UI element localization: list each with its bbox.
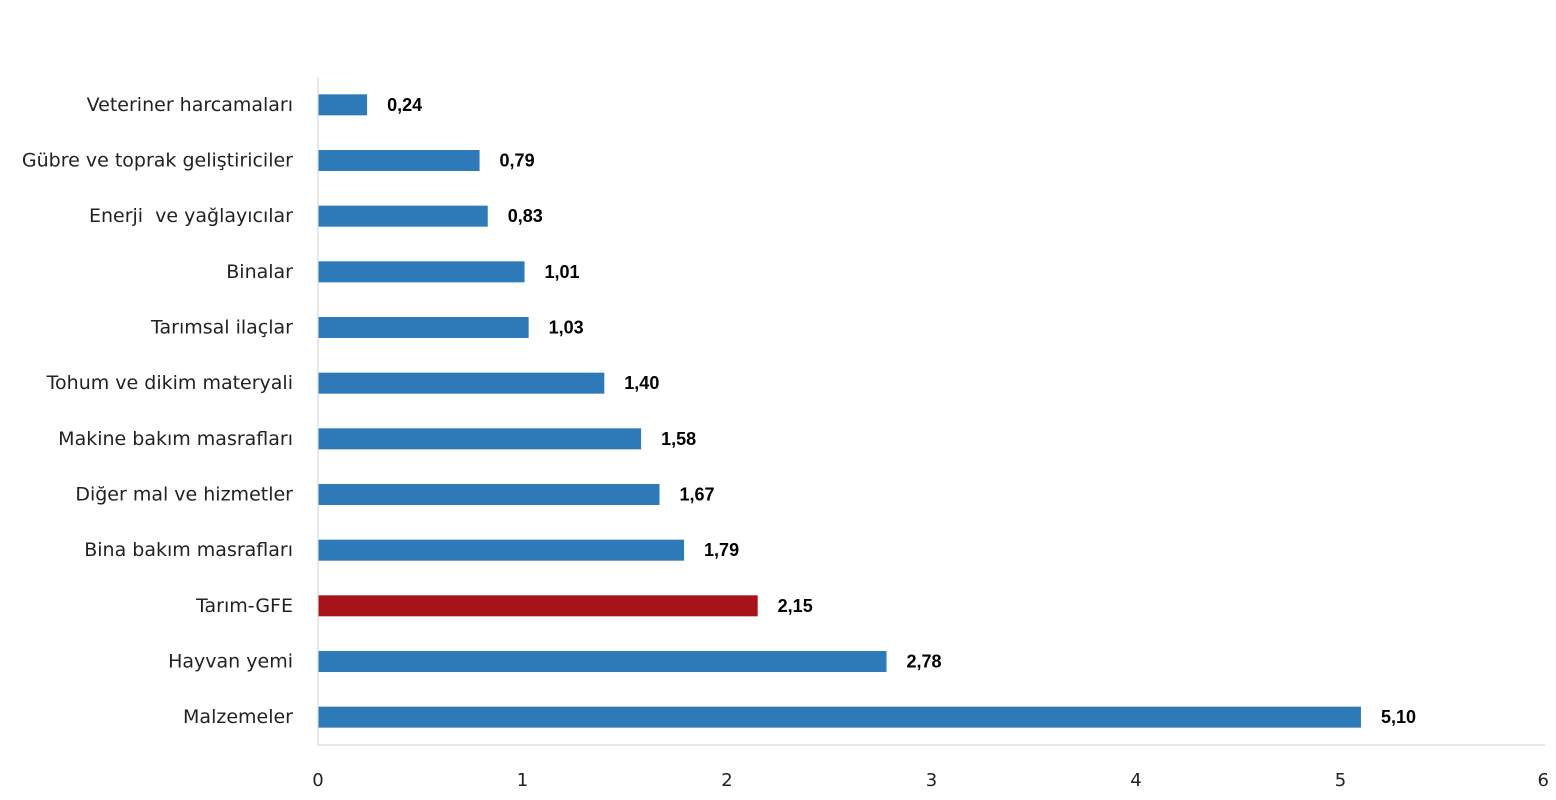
value-label-6: 1,58	[661, 429, 696, 449]
category-label-9: Tarım-GFE	[195, 595, 293, 617]
category-label-10: Hayvan yemi	[168, 651, 293, 673]
x-tick-label-2: 2	[721, 770, 732, 791]
bar-7	[318, 484, 660, 505]
value-labels-group: 0,24 0,79 0,83 1,01 1,03 1,40 1,58 1,67 1,79 2,15…	[387, 95, 1416, 727]
category-label-2: Enerji ve yağlayıcılar	[89, 205, 293, 227]
category-label-11: Malzemeler	[183, 706, 293, 728]
value-label-8: 1,79	[704, 540, 739, 560]
value-label-10: 2,78	[907, 652, 942, 672]
bar-0	[318, 94, 368, 116]
bar-6	[318, 428, 642, 450]
x-tick-labels-group: 0 1 2 3 4 5 6	[312, 770, 1549, 791]
bar-9	[318, 595, 758, 617]
value-label-0: 0,24	[387, 95, 422, 115]
category-label-7: Diğer mal ve hizmetler	[75, 484, 293, 506]
category-label-1: Gübre ve toprak geliştiriciler	[22, 150, 293, 172]
category-label-3: Binalar	[226, 261, 293, 283]
bar-8	[318, 539, 685, 561]
bar-10	[318, 651, 887, 672]
category-label-0: Veteriner harcamaları	[87, 94, 293, 116]
category-labels-group: Veteriner harcamaları Gübre ve toprak gel…	[22, 94, 293, 728]
value-label-3: 1,01	[545, 262, 580, 282]
bar-1	[318, 150, 480, 171]
x-tick-label-5: 5	[1335, 770, 1346, 791]
bar-3	[318, 261, 525, 283]
category-label-8: Bina bakım masrafları	[84, 539, 293, 561]
bar-11	[318, 706, 1361, 728]
value-label-4: 1,03	[549, 318, 584, 338]
category-label-6: Makine bakım masrafları	[58, 428, 293, 450]
x-tick-label-0: 0	[312, 770, 323, 791]
x-tick-label-3: 3	[926, 770, 937, 791]
x-tick-label-1: 1	[517, 770, 528, 791]
x-tick-label-6: 6	[1538, 770, 1549, 791]
bar-4	[318, 317, 529, 338]
x-tick-label-4: 4	[1130, 770, 1141, 791]
value-label-7: 1,67	[680, 485, 715, 505]
value-label-11: 5,10	[1381, 707, 1416, 727]
value-label-9: 2,15	[778, 596, 813, 616]
bar-5	[318, 372, 605, 394]
bar-2	[318, 205, 488, 227]
value-label-2: 0,83	[508, 206, 543, 226]
bars-group	[318, 94, 1361, 728]
category-label-5: Tohum ve dikim materyali	[46, 372, 293, 394]
category-label-4: Tarımsal ilaçlar	[150, 317, 293, 339]
value-label-5: 1,40	[624, 373, 659, 393]
value-label-1: 0,79	[500, 151, 535, 171]
